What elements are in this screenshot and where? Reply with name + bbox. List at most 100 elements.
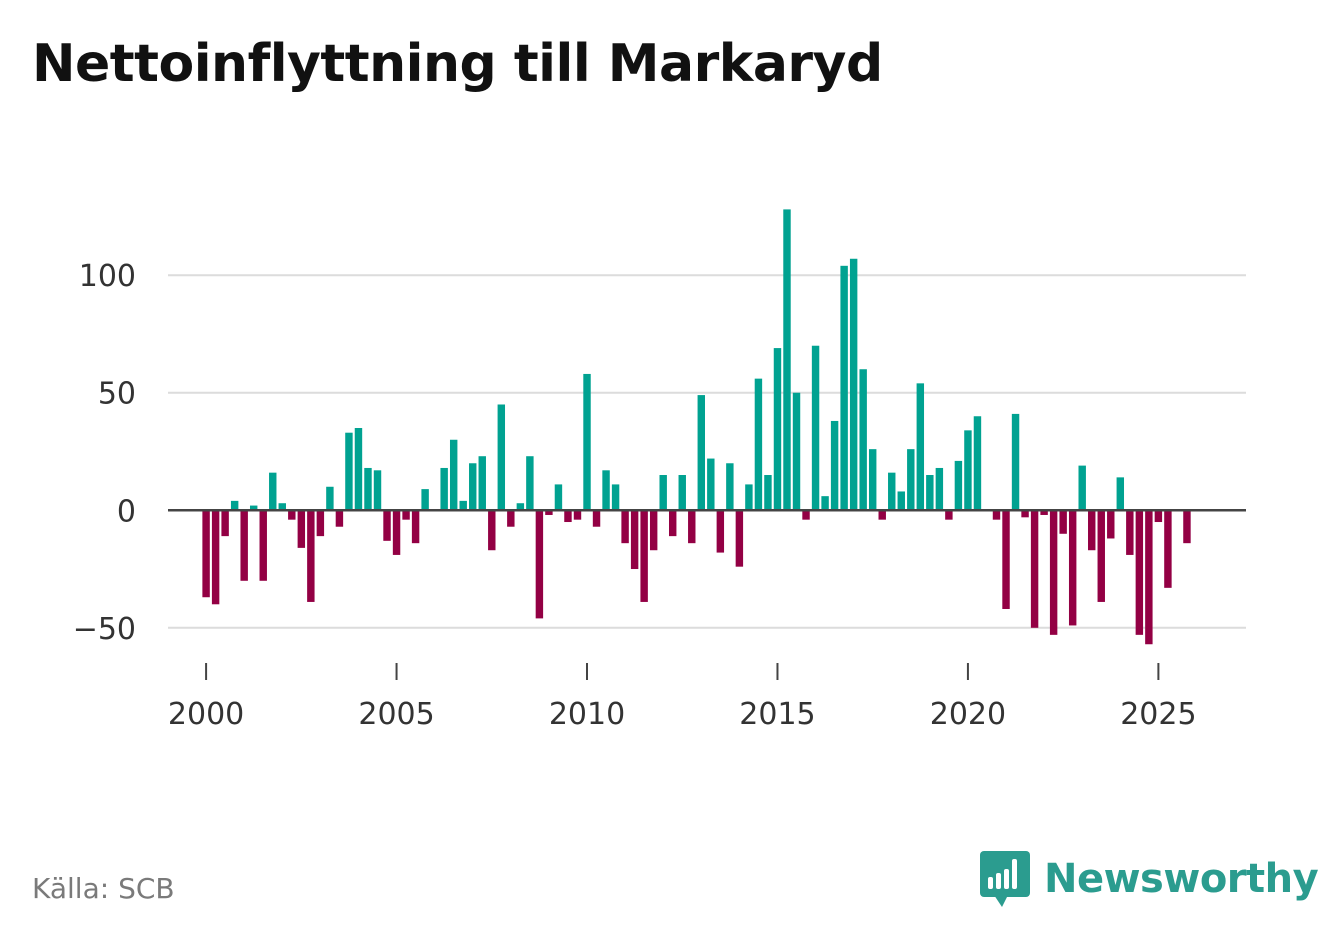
bar-negative: [802, 510, 810, 520]
bar-negative: [1145, 510, 1153, 645]
y-tick-label: 50: [98, 377, 136, 412]
bar-negative: [669, 510, 677, 537]
x-axis: 2000 2005 2010 2015 2020 2025: [168, 663, 1197, 732]
bar-negative: [535, 510, 544, 619]
bar-positive: [868, 449, 877, 511]
y-tick-label: 100: [79, 259, 136, 294]
bar-negative: [297, 510, 306, 548]
bar-positive: [497, 404, 506, 511]
bar-negative: [564, 510, 572, 523]
bar-negative: [1097, 510, 1105, 602]
bar-positive: [926, 475, 934, 511]
bar-negative: [945, 510, 953, 520]
x-tick-label: 2015: [739, 697, 815, 732]
bar-positive: [897, 491, 905, 511]
x-tick-label: 2020: [930, 697, 1006, 732]
bar-positive: [249, 505, 258, 511]
bar-positive: [583, 373, 591, 511]
newsworthy-logo-icon: [980, 851, 1030, 907]
bar-positive: [764, 475, 772, 511]
bar-positive: [554, 484, 563, 511]
bar-negative: [1107, 510, 1115, 539]
bar-negative: [992, 510, 1001, 520]
bar-positive: [964, 430, 972, 511]
bar-positive: [526, 456, 534, 511]
bars: [202, 209, 1191, 645]
bar-negative: [507, 510, 515, 527]
bar-negative: [640, 510, 648, 602]
x-tick-label: 2000: [168, 697, 244, 732]
bar-negative: [1002, 510, 1010, 609]
bar-positive: [364, 467, 372, 511]
bar-positive: [935, 467, 944, 511]
newsworthy-logo[interactable]: Newsworthy: [980, 846, 1319, 912]
x-tick-label: 2005: [358, 697, 434, 732]
bar-positive: [821, 496, 829, 511]
bar-positive: [840, 265, 848, 511]
bar-negative: [573, 510, 582, 520]
bar-positive: [888, 472, 896, 511]
bar-positive: [783, 209, 791, 511]
bar-positive: [697, 395, 705, 511]
bar-negative: [1164, 510, 1172, 588]
bar-positive: [269, 472, 277, 511]
bar-negative: [716, 510, 725, 553]
chart-title: Nettoinflyttning till Markaryd: [32, 34, 883, 94]
bar-negative: [649, 510, 658, 551]
bar-negative: [211, 510, 220, 605]
bar-negative: [392, 510, 401, 555]
bar-negative: [1021, 510, 1029, 518]
bar-positive: [726, 463, 734, 511]
bar-negative: [288, 510, 296, 520]
bar-negative: [1088, 510, 1096, 551]
bar-positive: [1011, 413, 1020, 511]
bar-negative: [1049, 510, 1058, 635]
bar-negative: [411, 510, 420, 544]
bar-negative: [1068, 510, 1077, 626]
bar-negative: [688, 510, 696, 544]
bar-negative: [735, 510, 744, 567]
bar-positive: [345, 432, 353, 511]
bar-negative: [592, 510, 601, 527]
bar-positive: [230, 500, 239, 511]
bar-negative: [202, 510, 210, 598]
bar-positive: [754, 378, 763, 511]
bar-positive: [440, 467, 448, 511]
bar-positive: [354, 428, 363, 511]
bar-positive: [849, 258, 858, 511]
bar-positive: [373, 470, 382, 511]
bar-positive: [907, 449, 915, 511]
bar-negative: [221, 510, 229, 537]
source-label: Källa: SCB: [32, 872, 175, 905]
bar-negative: [1154, 510, 1163, 523]
x-tick-label: 2025: [1120, 697, 1196, 732]
bar-negative: [1126, 510, 1134, 555]
bar-positive: [449, 439, 458, 511]
bar-positive: [830, 420, 839, 511]
gridlines: [168, 274, 1246, 629]
bar-negative: [316, 510, 325, 537]
bar-positive: [602, 470, 610, 511]
bar-positive: [1116, 477, 1125, 511]
bar-negative: [383, 510, 391, 541]
bar-negative: [240, 510, 248, 581]
bar-positive: [916, 383, 925, 511]
bar-negative: [402, 510, 410, 520]
bar-negative: [621, 510, 629, 544]
brand-name: Newsworthy: [1044, 856, 1319, 902]
bar-positive: [973, 416, 982, 511]
y-tick-label: 0: [117, 494, 136, 529]
bar-negative: [545, 510, 553, 515]
bar-positive: [478, 456, 486, 511]
bar-positive: [859, 369, 867, 511]
x-tick-label: 2010: [549, 697, 625, 732]
bar-negative: [307, 510, 315, 602]
bar-positive: [1078, 465, 1086, 511]
bar-positive: [707, 458, 715, 511]
bar-positive: [278, 503, 286, 511]
bar-negative: [259, 510, 267, 581]
bar-negative: [1059, 510, 1067, 534]
bar-negative: [335, 510, 344, 527]
bar-positive: [773, 348, 782, 511]
bar-negative: [1040, 510, 1048, 515]
